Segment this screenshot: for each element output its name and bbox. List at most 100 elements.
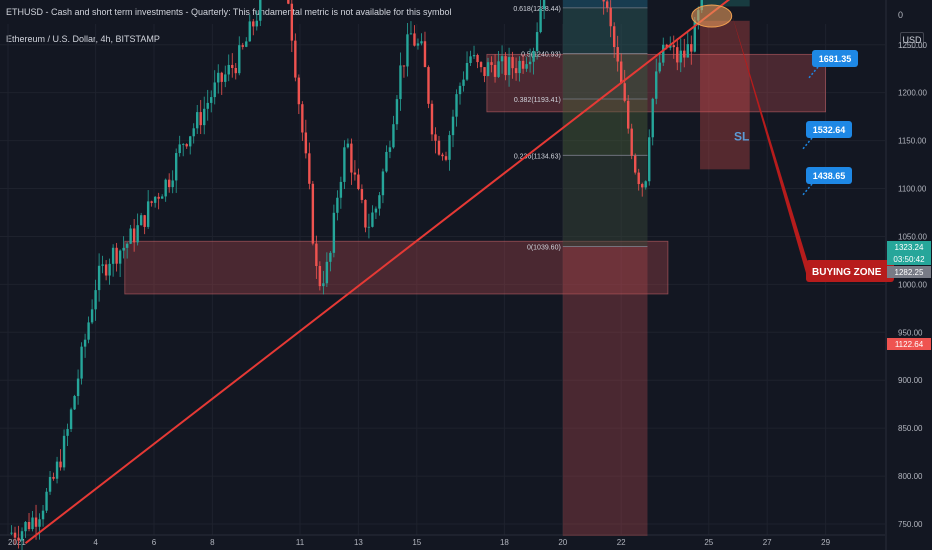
candle-body (483, 67, 486, 77)
candle-body (196, 112, 199, 129)
candle-body (700, 0, 703, 11)
candle-body (539, 8, 542, 33)
candle-body (248, 21, 251, 42)
candle-body (364, 199, 367, 228)
candle-body (521, 60, 525, 69)
fib-band (562, 0, 648, 8)
candle-body (52, 477, 55, 479)
candle-body (17, 537, 20, 541)
candle-body (227, 64, 230, 75)
target-callout-box[interactable] (806, 167, 852, 184)
candle-body (66, 429, 69, 436)
candle-body (479, 62, 483, 68)
candle-body (637, 172, 640, 185)
candle-body (160, 196, 164, 199)
candle-body (31, 517, 34, 530)
candle-body (210, 97, 213, 103)
candle-body (371, 212, 374, 227)
ascending-trendline[interactable] (24, 0, 776, 544)
candle-body (392, 124, 395, 148)
candle-body (38, 519, 41, 527)
candle-body (322, 283, 325, 287)
y-tick-label: 750.00 (898, 520, 923, 529)
candle-body (13, 532, 17, 538)
x-tick-label: 20 (558, 538, 567, 547)
candle-body (472, 55, 476, 57)
fib-band (562, 98, 648, 156)
candle-body (381, 171, 385, 196)
fib-level-label: 0.236(1134.63) (514, 153, 561, 160)
price-tag-box (887, 241, 931, 253)
candle-body (476, 55, 479, 63)
candle-body (255, 20, 258, 27)
buying-zone-ellipse[interactable] (691, 4, 733, 28)
candle-body (683, 50, 686, 58)
candle-body (83, 339, 87, 347)
currency-button[interactable]: USD (900, 32, 924, 48)
candle-body (693, 20, 696, 52)
candle-body (612, 26, 616, 48)
candle-body (101, 264, 104, 266)
candle-body (224, 74, 227, 82)
price-tag-label: 1122.64 (895, 340, 924, 349)
candle-body (217, 72, 220, 83)
candle-body (528, 61, 532, 65)
candle-body (73, 396, 76, 410)
candle-body (357, 174, 360, 190)
y-tick-label: 800.00 (898, 472, 923, 481)
candle-body (220, 72, 223, 82)
candle-body (59, 461, 62, 468)
target-callout-pointer (807, 66, 819, 80)
candle-body (648, 137, 651, 182)
candle-body (164, 179, 167, 197)
target-callout-box[interactable] (806, 121, 852, 138)
price-tag-label: 1323.24 (895, 243, 924, 252)
candle-body (315, 243, 318, 267)
candle-body (493, 64, 497, 77)
fib-zone-bottom (562, 246, 648, 536)
candle-body (437, 140, 441, 155)
candle-body (24, 521, 27, 532)
symbol-legend[interactable]: Ethereum / U.S. Dollar, 4h, BITSTAMP (6, 34, 160, 44)
candle-body (136, 225, 139, 243)
candle-body (308, 153, 311, 184)
resistance-support-zone[interactable] (124, 240, 669, 295)
candle-body (185, 144, 188, 147)
y-tick-label: 850.00 (898, 424, 923, 433)
candle-body (332, 212, 336, 253)
candle-body (157, 196, 160, 199)
candle-body (367, 226, 371, 228)
candle-body (542, 0, 546, 9)
candle-body (532, 51, 535, 62)
x-tick-label: 6 (152, 538, 157, 547)
candle-body (115, 247, 118, 264)
candle-body (90, 309, 94, 323)
candle-body (213, 82, 216, 98)
candle-body (146, 201, 150, 227)
candle-body (518, 60, 521, 74)
candle-body (325, 261, 329, 284)
x-tick-label: 8 (210, 538, 215, 547)
candle-body (623, 83, 626, 101)
candle-body (45, 491, 48, 511)
top-info-bar: ETHUSD - Cash and short term investments… (0, 0, 885, 24)
fib-band (562, 155, 648, 247)
candle-body (641, 184, 644, 188)
y-tick-label: 1100.00 (898, 185, 927, 194)
candle-body (287, 0, 290, 4)
candle-body (238, 45, 241, 74)
top-right-zero: 0 (898, 10, 904, 20)
x-tick-label: 4 (93, 538, 98, 547)
candle-body (465, 62, 469, 80)
candle-body (605, 1, 609, 8)
candle-body (350, 143, 353, 173)
candle-body (10, 532, 13, 534)
target-callout-box[interactable] (812, 50, 858, 67)
candle-body (20, 531, 24, 541)
long-position-stop-box[interactable] (700, 20, 750, 170)
candle-body (346, 143, 350, 148)
candle-body (343, 147, 346, 182)
candle-body (514, 68, 518, 74)
price-tag-box (887, 338, 931, 350)
